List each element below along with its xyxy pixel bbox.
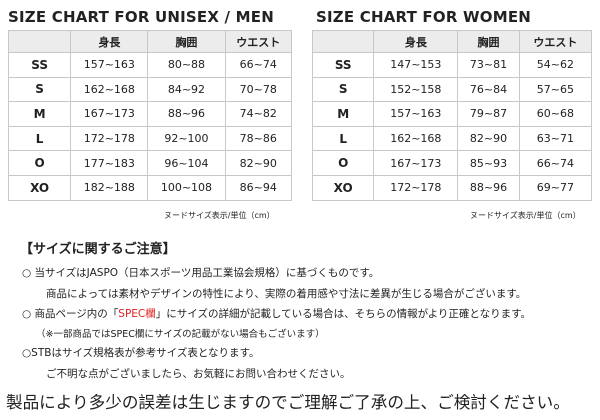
table-cell: 177~183 (70, 150, 149, 176)
table-row: M 167~173 88~96 74~82 (7, 101, 292, 127)
table-cell: 73~81 (457, 52, 520, 78)
table-title: SIZE CHART FOR UNISEX / MEN (8, 8, 274, 26)
header-cell: 胸囲 (457, 30, 520, 53)
header-cell: 胸囲 (147, 30, 226, 53)
table-cell: 167~173 (373, 150, 459, 176)
table-cell: 172~178 (70, 125, 149, 152)
table-cell: 54~62 (518, 52, 593, 78)
size-label: O (7, 150, 72, 176)
note-line: ○ 商品ページ内の「SPEC欄」にサイズの詳細が記載している場合は、そちらの情報… (22, 306, 531, 321)
size-table: 身長 胸囲 ウエスト SS 147~153 73~81 54~62 S 152~158 76~84… (311, 30, 593, 201)
table-row: SS 147~153 73~81 54~62 (311, 52, 593, 78)
table-cell: 70~78 (224, 76, 292, 103)
table-cell: 78~86 (224, 125, 292, 152)
table-row: S 162~168 84~92 70~78 (7, 76, 292, 103)
note-line: ご不明な点がございましたら、お気軽にお問い合わせください。 (46, 368, 351, 380)
table-cell: 147~153 (373, 52, 459, 78)
note-line: （※一部商品ではSPEC欄にサイズの記載がない場合もございます） (36, 329, 325, 340)
table-cell: 96~104 (147, 150, 226, 176)
header-cell (7, 30, 72, 53)
table-row: O 167~173 85~93 66~74 (311, 150, 593, 176)
table-cell: 100~108 (147, 174, 226, 201)
header-row: 身長 胸囲 ウエスト (7, 30, 292, 53)
footer-note: 製品により多少の誤差は生じますのでご理解ご了承の上、ご検討ください。 (6, 393, 570, 412)
table-row: L 162~168 82~90 63~71 (311, 125, 593, 152)
table-cell: 85~93 (457, 150, 520, 176)
note-text: 」にサイズの詳細が記載している場合は、そちらの情報がより正確となります。 (155, 308, 532, 320)
table-cell: 162~168 (70, 76, 149, 103)
size-label: S (7, 76, 72, 103)
size-label: S (311, 76, 375, 103)
header-cell: ウエスト (224, 30, 292, 53)
table-cell: 82~90 (457, 125, 520, 152)
size-label: XO (7, 174, 72, 201)
table-row: XO 182~188 100~108 86~94 (7, 174, 292, 201)
note-text: ○ 商品ページ内の「 (22, 308, 119, 320)
header-cell: ウエスト (518, 30, 593, 53)
table-cell: 80~88 (147, 52, 226, 78)
note-line: 商品によっては素材やデザインの特性により、実際の着用感や寸法に差異が生じる場合が… (46, 288, 527, 300)
table-cell: 162~168 (373, 125, 459, 152)
size-label: XO (311, 174, 375, 201)
size-label: M (7, 101, 72, 127)
table-row: L 172~178 92~100 78~86 (7, 125, 292, 152)
size-label: O (311, 150, 375, 176)
header-cell: 身長 (373, 30, 459, 53)
table-cell: 79~87 (457, 101, 520, 127)
size-label: M (311, 101, 375, 127)
table-cell: 69~77 (518, 174, 593, 201)
table-cell: 152~158 (373, 76, 459, 103)
table-cell: 157~163 (373, 101, 459, 127)
table-cell: 57~65 (518, 76, 593, 103)
unit-caption: ヌードサイズ表示/単位（cm） (470, 211, 581, 220)
table-row: O 177~183 96~104 82~90 (7, 150, 292, 176)
table-cell: 84~92 (147, 76, 226, 103)
header-cell (311, 30, 375, 53)
size-table: 身長 胸囲 ウエスト SS 157~163 80~88 66~74 S 162~168 84~92… (7, 30, 292, 201)
size-label: L (7, 125, 72, 152)
table-row: XO 172~178 88~96 69~77 (311, 174, 593, 201)
unit-caption: ヌードサイズ表示/単位（cm） (164, 211, 275, 220)
size-label: SS (7, 52, 72, 78)
table-cell: 60~68 (518, 101, 593, 127)
table-cell: 76~84 (457, 76, 520, 103)
table-cell: 172~178 (373, 174, 459, 201)
size-label: SS (311, 52, 375, 78)
table-title: SIZE CHART FOR WOMEN (316, 8, 532, 26)
header-cell: 身長 (70, 30, 149, 53)
note-line: ○STBはサイズ規格表が参考サイズ表となります。 (22, 347, 260, 359)
table-cell: 167~173 (70, 101, 149, 127)
table-cell: 66~74 (224, 52, 292, 78)
table-row: SS 157~163 80~88 66~74 (7, 52, 292, 78)
table-cell: 74~82 (224, 101, 292, 127)
table-cell: 63~71 (518, 125, 593, 152)
note-line: ○ 当サイズはJASPO（日本スポーツ用品工業協会規格）に基づくものです。 (22, 267, 380, 279)
table-row: M 157~163 79~87 60~68 (311, 101, 593, 127)
header-row: 身長 胸囲 ウエスト (311, 30, 593, 53)
note-highlight: SPEC欄 (118, 308, 156, 320)
table-cell: 86~94 (224, 174, 292, 201)
notes-heading: 【サイズに関するご注意】 (20, 242, 176, 257)
table-cell: 66~74 (518, 150, 593, 176)
table-cell: 157~163 (70, 52, 149, 78)
table-cell: 92~100 (147, 125, 226, 152)
size-label: L (311, 125, 375, 152)
table-cell: 88~96 (457, 174, 520, 201)
table-cell: 82~90 (224, 150, 292, 176)
table-cell: 182~188 (70, 174, 149, 201)
table-cell: 88~96 (147, 101, 226, 127)
table-row: S 152~158 76~84 57~65 (311, 76, 593, 103)
